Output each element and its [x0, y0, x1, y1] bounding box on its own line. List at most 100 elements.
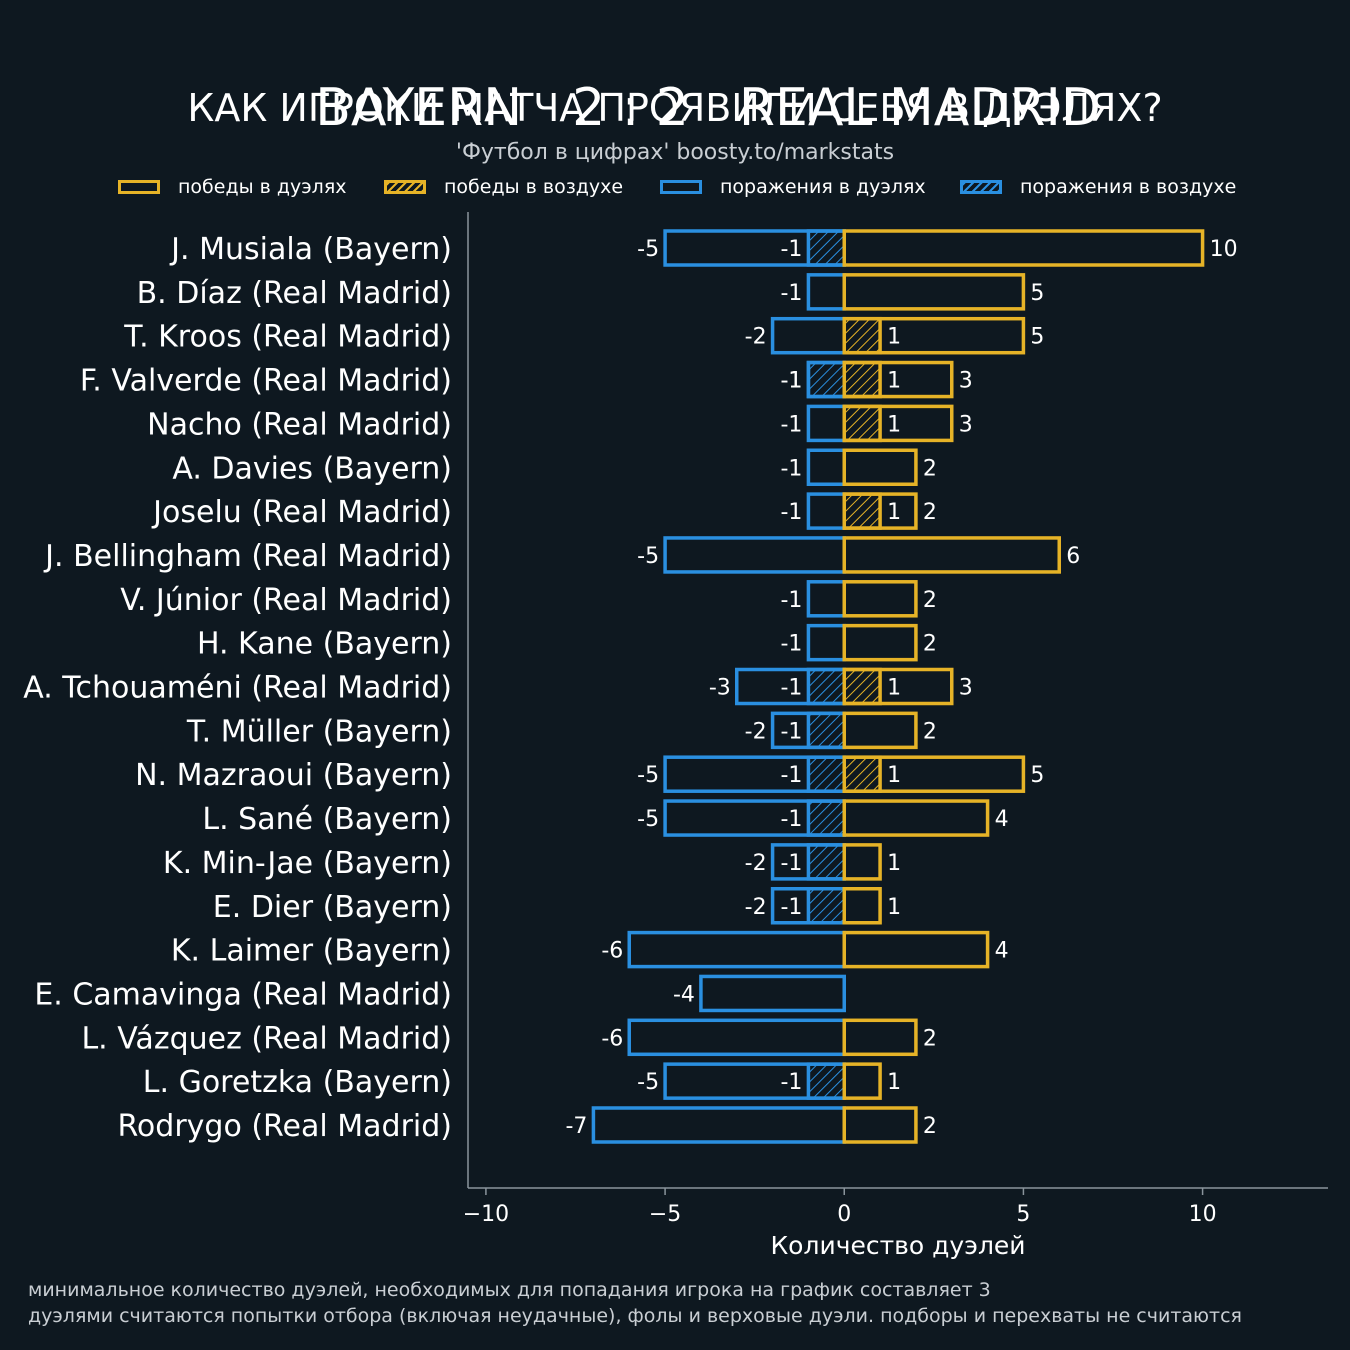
aerial-loss-label: -1	[780, 237, 802, 262]
player-label: J. Musiala (Bayern)	[169, 232, 452, 267]
x-tick-label: 10	[1189, 1202, 1217, 1227]
player-label: Rodrygo (Real Madrid)	[117, 1109, 452, 1144]
duel-loss-label: -1	[780, 588, 802, 613]
aerial-loss-label: -1	[780, 369, 802, 394]
duel-loss-bar	[770, 316, 846, 355]
aerial-loss-bar	[806, 1062, 847, 1100]
aerial-win-label: 1	[887, 676, 901, 701]
duel-win-label: 1	[887, 851, 901, 876]
legend-swatch-duel-wins	[118, 180, 160, 194]
duel-win-bar	[842, 1062, 882, 1100]
aerial-loss-label: -1	[780, 807, 802, 832]
duel-win-bar	[842, 843, 882, 881]
duel-loss-bar	[627, 930, 846, 969]
duel-loss-bar	[806, 404, 847, 443]
aerial-loss-bar	[806, 229, 847, 267]
duel-win-bar	[842, 623, 918, 662]
duel-win-label: 10	[1210, 237, 1238, 262]
duel-win-label: 4	[995, 939, 1009, 964]
duel-loss-label: -1	[780, 412, 802, 437]
duel-loss-bar	[699, 974, 847, 1013]
duel-win-label: 2	[923, 632, 937, 657]
aerial-loss-label: -1	[780, 851, 802, 876]
aerial-loss-bar	[806, 843, 847, 881]
player-label: J. Bellingham (Real Madrid)	[43, 539, 452, 574]
duel-loss-bar	[591, 1106, 847, 1144]
duel-win-label: 2	[923, 500, 937, 525]
duel-win-label: 3	[959, 676, 973, 701]
chart-subtitle: КАК ИГРОКИ МАТЧА ПРОЯВИЛИ СЕБЯ В ДУЭЛЯХ?	[187, 86, 1163, 130]
aerial-loss-label: -1	[780, 676, 802, 701]
duel-loss-label: -1	[780, 281, 802, 306]
aerial-loss-label: -1	[780, 719, 802, 744]
duel-loss-label: -6	[601, 1026, 623, 1051]
aerial-win-bar	[842, 492, 882, 530]
duel-loss-label: -4	[673, 982, 695, 1007]
aerial-win-bar	[842, 404, 882, 443]
player-label: H. Kane (Bayern)	[197, 627, 452, 662]
aerial-win-label: 1	[887, 500, 901, 525]
duel-win-bar	[842, 930, 990, 969]
player-label: N. Mazraoui (Bayern)	[135, 758, 452, 793]
axes: −10 −5 0 5 10	[463, 212, 1328, 1227]
duel-win-bar	[842, 1106, 918, 1144]
away-team: REAL MADRID	[738, 78, 1101, 138]
player-label: K. Laimer (Bayern)	[171, 934, 452, 969]
player-label: E. Dier (Bayern)	[213, 890, 452, 925]
duel-loss-label: -2	[745, 325, 767, 350]
legend-item-duel-wins: победы в дуэлях	[118, 176, 347, 198]
duel-win-label: 5	[1030, 325, 1044, 350]
aerial-win-label: 1	[887, 412, 901, 437]
duel-win-label: 6	[1066, 544, 1080, 569]
duel-loss-bar	[806, 273, 847, 311]
duel-win-bar	[842, 711, 918, 750]
player-label: A. Tchouaméni (Real Madrid)	[23, 671, 452, 706]
player-label: L. Goretzka (Bayern)	[143, 1065, 452, 1100]
duel-win-bar	[842, 887, 882, 925]
duel-win-label: 2	[923, 1026, 937, 1051]
aerial-loss-bar	[806, 711, 847, 750]
player-label: Joselu (Real Madrid)	[151, 495, 452, 530]
x-tick-label: 5	[1016, 1202, 1030, 1227]
aerial-win-bar	[842, 316, 882, 355]
duel-win-label: 3	[959, 412, 973, 437]
duel-loss-label: -3	[709, 676, 731, 701]
aerial-loss-bar	[806, 755, 847, 793]
duel-loss-label: -5	[637, 544, 659, 569]
bars-layer: J. Musiala (Bayern) -5 -1 10 B. Díaz (Real M…	[23, 229, 1238, 1144]
duel-loss-label: -5	[637, 237, 659, 262]
duel-loss-label: -6	[601, 939, 623, 964]
aerial-loss-bar	[806, 799, 847, 837]
aerial-win-label: 1	[887, 369, 901, 394]
player-label: V. Júnior (Real Madrid)	[120, 583, 452, 618]
legend-swatch-aerial-losses	[960, 180, 1002, 194]
duel-loss-bar	[627, 1018, 846, 1057]
footnote-definition: дуэлями считаются попытки отбора (включа…	[28, 1305, 1242, 1327]
player-label: F. Valverde (Real Madrid)	[80, 364, 452, 399]
x-tick-label: −5	[649, 1202, 681, 1227]
duel-loss-label: -2	[745, 719, 767, 744]
match-score: 2 : 2	[572, 78, 689, 138]
duel-loss-bar	[806, 448, 847, 486]
duel-win-label: 2	[923, 588, 937, 613]
duel-loss-label: -1	[780, 500, 802, 525]
legend-swatch-aerial-wins	[384, 180, 426, 194]
duel-win-bar	[842, 448, 918, 486]
duel-win-label: 2	[923, 719, 937, 744]
aerial-win-bar	[842, 667, 882, 706]
duel-win-bar	[842, 799, 990, 837]
duel-loss-bar	[663, 536, 846, 574]
duel-win-label: 2	[923, 456, 937, 481]
duel-loss-label: -7	[565, 1114, 587, 1139]
duel-loss-bar	[806, 492, 847, 530]
x-axis-label: Количество дуэлей	[770, 1231, 1025, 1260]
aerial-loss-label: -1	[780, 1070, 802, 1095]
match-title: BAYERN 2 : 2 REAL MADRID	[0, 18, 1350, 198]
home-team: BAYERN	[315, 78, 523, 138]
duel-loss-bar	[806, 623, 847, 662]
aerial-loss-bar	[806, 667, 847, 706]
legend-item-duel-losses: поражения в дуэлях	[660, 176, 926, 198]
duel-win-label: 3	[959, 369, 973, 394]
player-label: K. Min-Jae (Bayern)	[163, 846, 452, 881]
